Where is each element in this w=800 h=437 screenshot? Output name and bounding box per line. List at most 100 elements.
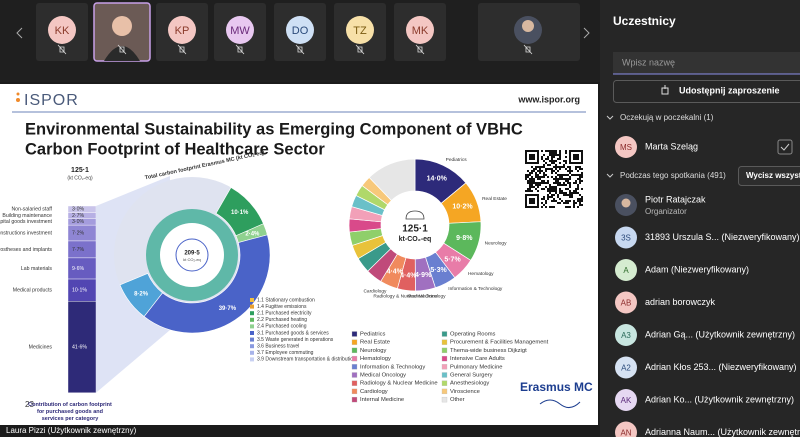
qr-module bbox=[557, 196, 559, 198]
donut-name: Radiology & Nuclear Medicine bbox=[373, 294, 438, 300]
qr-module bbox=[547, 180, 549, 182]
legend-swatch bbox=[441, 388, 448, 395]
shared-slide bbox=[0, 84, 598, 425]
qr-module bbox=[559, 166, 561, 168]
avatar bbox=[286, 16, 314, 44]
qr-module bbox=[539, 172, 541, 174]
avatar bbox=[615, 356, 637, 379]
participant-name: adrian borowczyk bbox=[645, 297, 716, 307]
qr-module bbox=[561, 190, 563, 192]
category-value: 3·0% bbox=[72, 207, 84, 213]
qr-module bbox=[525, 174, 527, 176]
qr-module bbox=[579, 180, 581, 182]
qr-module bbox=[553, 178, 555, 180]
qr-module bbox=[559, 188, 561, 190]
qr-module bbox=[559, 158, 561, 160]
legend-label: 1.1 Stationary combustion bbox=[257, 297, 315, 303]
qr-module bbox=[573, 204, 575, 206]
qr-module bbox=[539, 178, 541, 180]
qr-module bbox=[539, 168, 541, 170]
qr-module bbox=[541, 182, 543, 184]
qr-module bbox=[557, 194, 559, 196]
qr-module bbox=[563, 164, 565, 166]
qr-module bbox=[535, 174, 537, 176]
mute-all-button[interactable] bbox=[738, 166, 800, 186]
qr-module bbox=[557, 202, 559, 204]
qr-module bbox=[555, 178, 557, 180]
qr-module bbox=[565, 168, 567, 170]
qr-module bbox=[535, 168, 537, 170]
legend-label: 3.6 Business travel bbox=[257, 344, 299, 350]
legend-label: Intensive Care Adults bbox=[450, 356, 505, 362]
legend-swatch bbox=[250, 344, 254, 349]
qr-module bbox=[541, 170, 543, 172]
scroll-right[interactable] bbox=[583, 27, 590, 39]
avatar bbox=[615, 389, 637, 411]
participant-name: Adrian Kłos 253... (Niezweryfikowany) bbox=[645, 362, 797, 372]
category-label: Building maintenance bbox=[2, 213, 52, 219]
legend-swatch bbox=[441, 380, 448, 386]
sunburst-segment bbox=[143, 234, 271, 334]
slide-title-line: Carbon Footprint of Healthcare Sector bbox=[25, 140, 325, 158]
collapse-icon[interactable] bbox=[606, 173, 614, 178]
qr-module bbox=[543, 180, 545, 182]
qr-module bbox=[577, 198, 579, 200]
qr-module bbox=[571, 194, 573, 196]
qr-module bbox=[565, 202, 567, 204]
scroll-left[interactable] bbox=[16, 27, 23, 39]
qr-module bbox=[543, 154, 545, 156]
legend-swatch bbox=[441, 372, 448, 378]
qr-module bbox=[559, 176, 561, 178]
collapse-icon[interactable] bbox=[606, 115, 614, 120]
qr-module bbox=[567, 166, 569, 168]
qr-module bbox=[563, 178, 565, 180]
legend-label: 3.9 Downstream transportation & distribu… bbox=[257, 357, 356, 363]
donut-name: Pediatrics bbox=[446, 157, 468, 163]
qr-module bbox=[577, 206, 579, 208]
qr-module bbox=[555, 182, 557, 184]
qr-module bbox=[567, 178, 569, 180]
qr-module bbox=[545, 170, 547, 172]
legend-label: 3.7 Employee commuting bbox=[257, 350, 314, 356]
qr-module bbox=[545, 200, 547, 202]
qr-module bbox=[547, 182, 549, 184]
search-box[interactable] bbox=[613, 52, 800, 74]
share-button[interactable] bbox=[613, 80, 800, 103]
qr-module bbox=[551, 170, 553, 172]
qr-module bbox=[547, 164, 549, 166]
avatar-initials: MW bbox=[230, 25, 250, 37]
qr-module bbox=[555, 172, 557, 174]
avatar-initials: A3 bbox=[621, 331, 631, 340]
qr-module bbox=[561, 174, 563, 176]
lobby-heading: Oczekują w poczekalni (1) bbox=[620, 113, 714, 122]
brand-signature bbox=[539, 399, 581, 408]
qr-module bbox=[529, 190, 531, 192]
qr-module bbox=[565, 150, 567, 152]
qr-module bbox=[553, 162, 555, 164]
qr-module bbox=[559, 154, 561, 156]
qr-module bbox=[561, 176, 563, 178]
category-label: Lab materials bbox=[21, 266, 53, 272]
category-value: 3·0% bbox=[72, 219, 84, 225]
legend-label: Other bbox=[450, 397, 465, 403]
legend-label: Neurology bbox=[360, 348, 387, 354]
qr-module bbox=[569, 184, 571, 186]
legend-swatch bbox=[250, 331, 254, 335]
legend-label: Radiology & Nuclear Medicine bbox=[360, 381, 438, 387]
qr-module bbox=[551, 156, 553, 158]
qr-module bbox=[575, 190, 577, 192]
donut-name: Hematology bbox=[468, 271, 494, 277]
admit-button[interactable] bbox=[777, 139, 793, 155]
qr-module bbox=[565, 162, 567, 164]
donut-value: 4·4% bbox=[400, 272, 417, 279]
qr-module bbox=[547, 176, 549, 178]
mic-off-icon bbox=[523, 44, 533, 55]
avatar-initials: AK bbox=[621, 396, 632, 405]
qr-module bbox=[537, 184, 539, 186]
qr-module bbox=[577, 184, 579, 186]
qr-module bbox=[577, 188, 579, 190]
video-face bbox=[522, 20, 534, 32]
qr-module bbox=[529, 188, 531, 190]
legend-label: Pulmonary Medicine bbox=[450, 364, 503, 370]
column-caption: services per category bbox=[42, 416, 100, 422]
